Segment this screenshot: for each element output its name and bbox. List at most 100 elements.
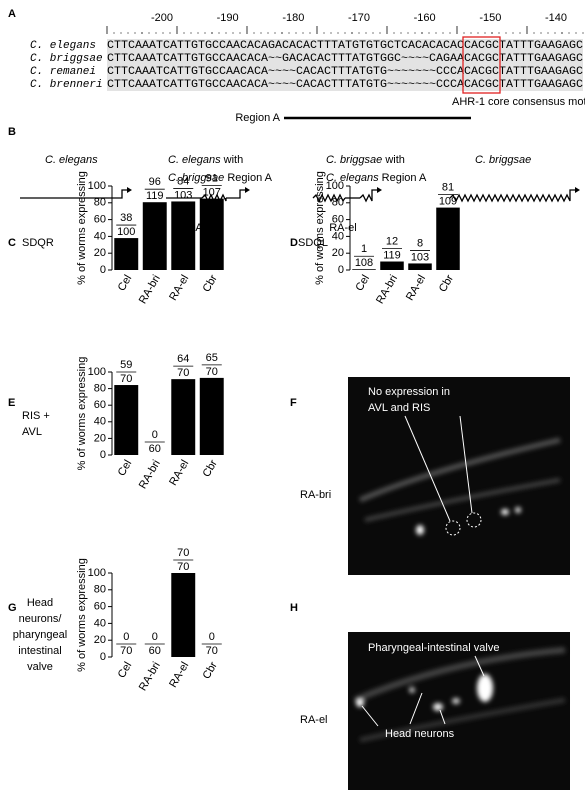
micrograph-construct: RA-el <box>300 714 328 726</box>
y-axis-label: % of worms expressing <box>76 171 88 285</box>
x-tick-label: Cbr <box>201 660 220 682</box>
chart-title: intestinal <box>18 645 61 657</box>
micrograph-annotation: AVL and RIS <box>368 402 430 414</box>
denominator: 103 <box>174 189 192 201</box>
cell <box>409 687 415 693</box>
numerator: 84 <box>177 175 189 187</box>
y-tick-label: 0 <box>100 651 106 663</box>
denominator: 70 <box>206 645 218 657</box>
denominator: 70 <box>120 373 132 385</box>
y-tick-label: 100 <box>88 366 106 378</box>
pointer-line <box>361 705 379 727</box>
ruler-label: -170 <box>348 12 370 24</box>
panel-label: G <box>8 602 17 614</box>
y-tick-label: 60 <box>332 214 344 226</box>
pointer-line <box>404 415 451 522</box>
panel-label: F <box>290 397 297 409</box>
numerator: 96 <box>149 176 161 188</box>
denominator: 119 <box>146 190 164 202</box>
cell <box>356 699 364 707</box>
y-tick-label: 20 <box>94 247 106 259</box>
numerator: 59 <box>120 359 132 371</box>
x-tick-label: Cbr <box>201 273 220 295</box>
panel-label: H <box>290 602 298 614</box>
y-tick-label: 60 <box>94 601 106 613</box>
x-tick-label: RA-bri <box>137 273 163 306</box>
construct-line <box>226 189 246 199</box>
construct-text: Region A <box>227 172 272 184</box>
arrowhead <box>575 187 580 193</box>
y-tick-label: 0 <box>100 264 106 276</box>
pointer-line <box>409 692 423 725</box>
construct-wave <box>312 193 346 203</box>
sequence: CTTCAAATCATTGTGCCAACACAGACACACTTTATGTGTG… <box>107 40 583 52</box>
dashed-circle <box>466 512 482 528</box>
numerator: 0 <box>209 631 215 643</box>
chart-title: SDQL <box>298 237 328 249</box>
bar <box>352 269 376 270</box>
numerator: 1 <box>361 243 367 255</box>
x-tick-label: Cbr <box>201 458 220 480</box>
construct-species: C. elegans <box>326 172 379 184</box>
bar <box>436 207 460 270</box>
micrograph-signal <box>353 647 566 743</box>
denominator: 119 <box>383 249 401 261</box>
arrowheads <box>127 187 580 193</box>
ruler-label: -190 <box>217 12 239 24</box>
construct-species: C. elegans <box>168 154 221 166</box>
construct-title: C. elegans <box>45 154 98 166</box>
micrograph-construct: RA-bri <box>300 489 331 501</box>
numerator: 38 <box>120 212 132 224</box>
bar <box>408 263 432 270</box>
pointer-line <box>459 415 473 514</box>
y-tick-label: 0 <box>100 449 106 461</box>
sequence: CTTCAAATCATTGTGCCAACACA~~GACACACTTTATGTG… <box>107 53 583 65</box>
bar <box>380 261 404 270</box>
chart-title: RIS + <box>22 410 50 422</box>
species-label: C. elegans <box>30 40 96 52</box>
y-tick-label: 20 <box>332 247 344 259</box>
bar <box>114 385 139 455</box>
y-tick-label: 40 <box>332 230 344 242</box>
y-tick-label: 0 <box>338 264 344 276</box>
y-tick-label: 20 <box>94 634 106 646</box>
construct-title: C. briggsae <box>475 154 531 166</box>
numerator: 12 <box>386 235 398 247</box>
ruler-label: -160 <box>414 12 436 24</box>
denominator: 109 <box>439 195 457 207</box>
chart-title: Head <box>27 597 53 609</box>
bar <box>171 573 196 657</box>
x-tick-label: RA-el <box>167 660 191 690</box>
numerator: 65 <box>206 352 218 364</box>
construct-text: with <box>384 154 405 166</box>
ruler-label: -180 <box>282 12 304 24</box>
y-tick-label: 80 <box>94 383 106 395</box>
cell <box>515 507 521 513</box>
y-tick-label: 100 <box>88 180 106 192</box>
construct-title: C. briggsae Region A <box>168 172 273 184</box>
construct-wave <box>201 193 227 203</box>
construct-diagrams <box>20 189 576 203</box>
bar <box>171 201 196 270</box>
numerator: 64 <box>177 353 189 365</box>
species-label: C. briggsae <box>30 53 103 65</box>
ruler-label: -150 <box>479 12 501 24</box>
pointer-line <box>439 709 446 725</box>
denominator: 103 <box>411 251 429 263</box>
y-tick-label: 80 <box>332 197 344 209</box>
chart-title: valve <box>27 661 53 673</box>
worm-outline <box>364 478 561 522</box>
panel-label: B <box>8 126 16 138</box>
panel-label: C <box>8 237 16 249</box>
y-axis-label: % of worms expressing <box>314 171 326 285</box>
species-label: C. brenneri <box>30 79 103 91</box>
cell <box>501 509 509 515</box>
cell <box>433 703 443 711</box>
construct-line <box>569 189 576 198</box>
micrograph <box>348 377 570 575</box>
y-tick-label: 40 <box>94 230 106 242</box>
denominator: 108 <box>355 257 373 269</box>
y-tick-label: 80 <box>94 197 106 209</box>
numerator: 81 <box>442 181 454 193</box>
